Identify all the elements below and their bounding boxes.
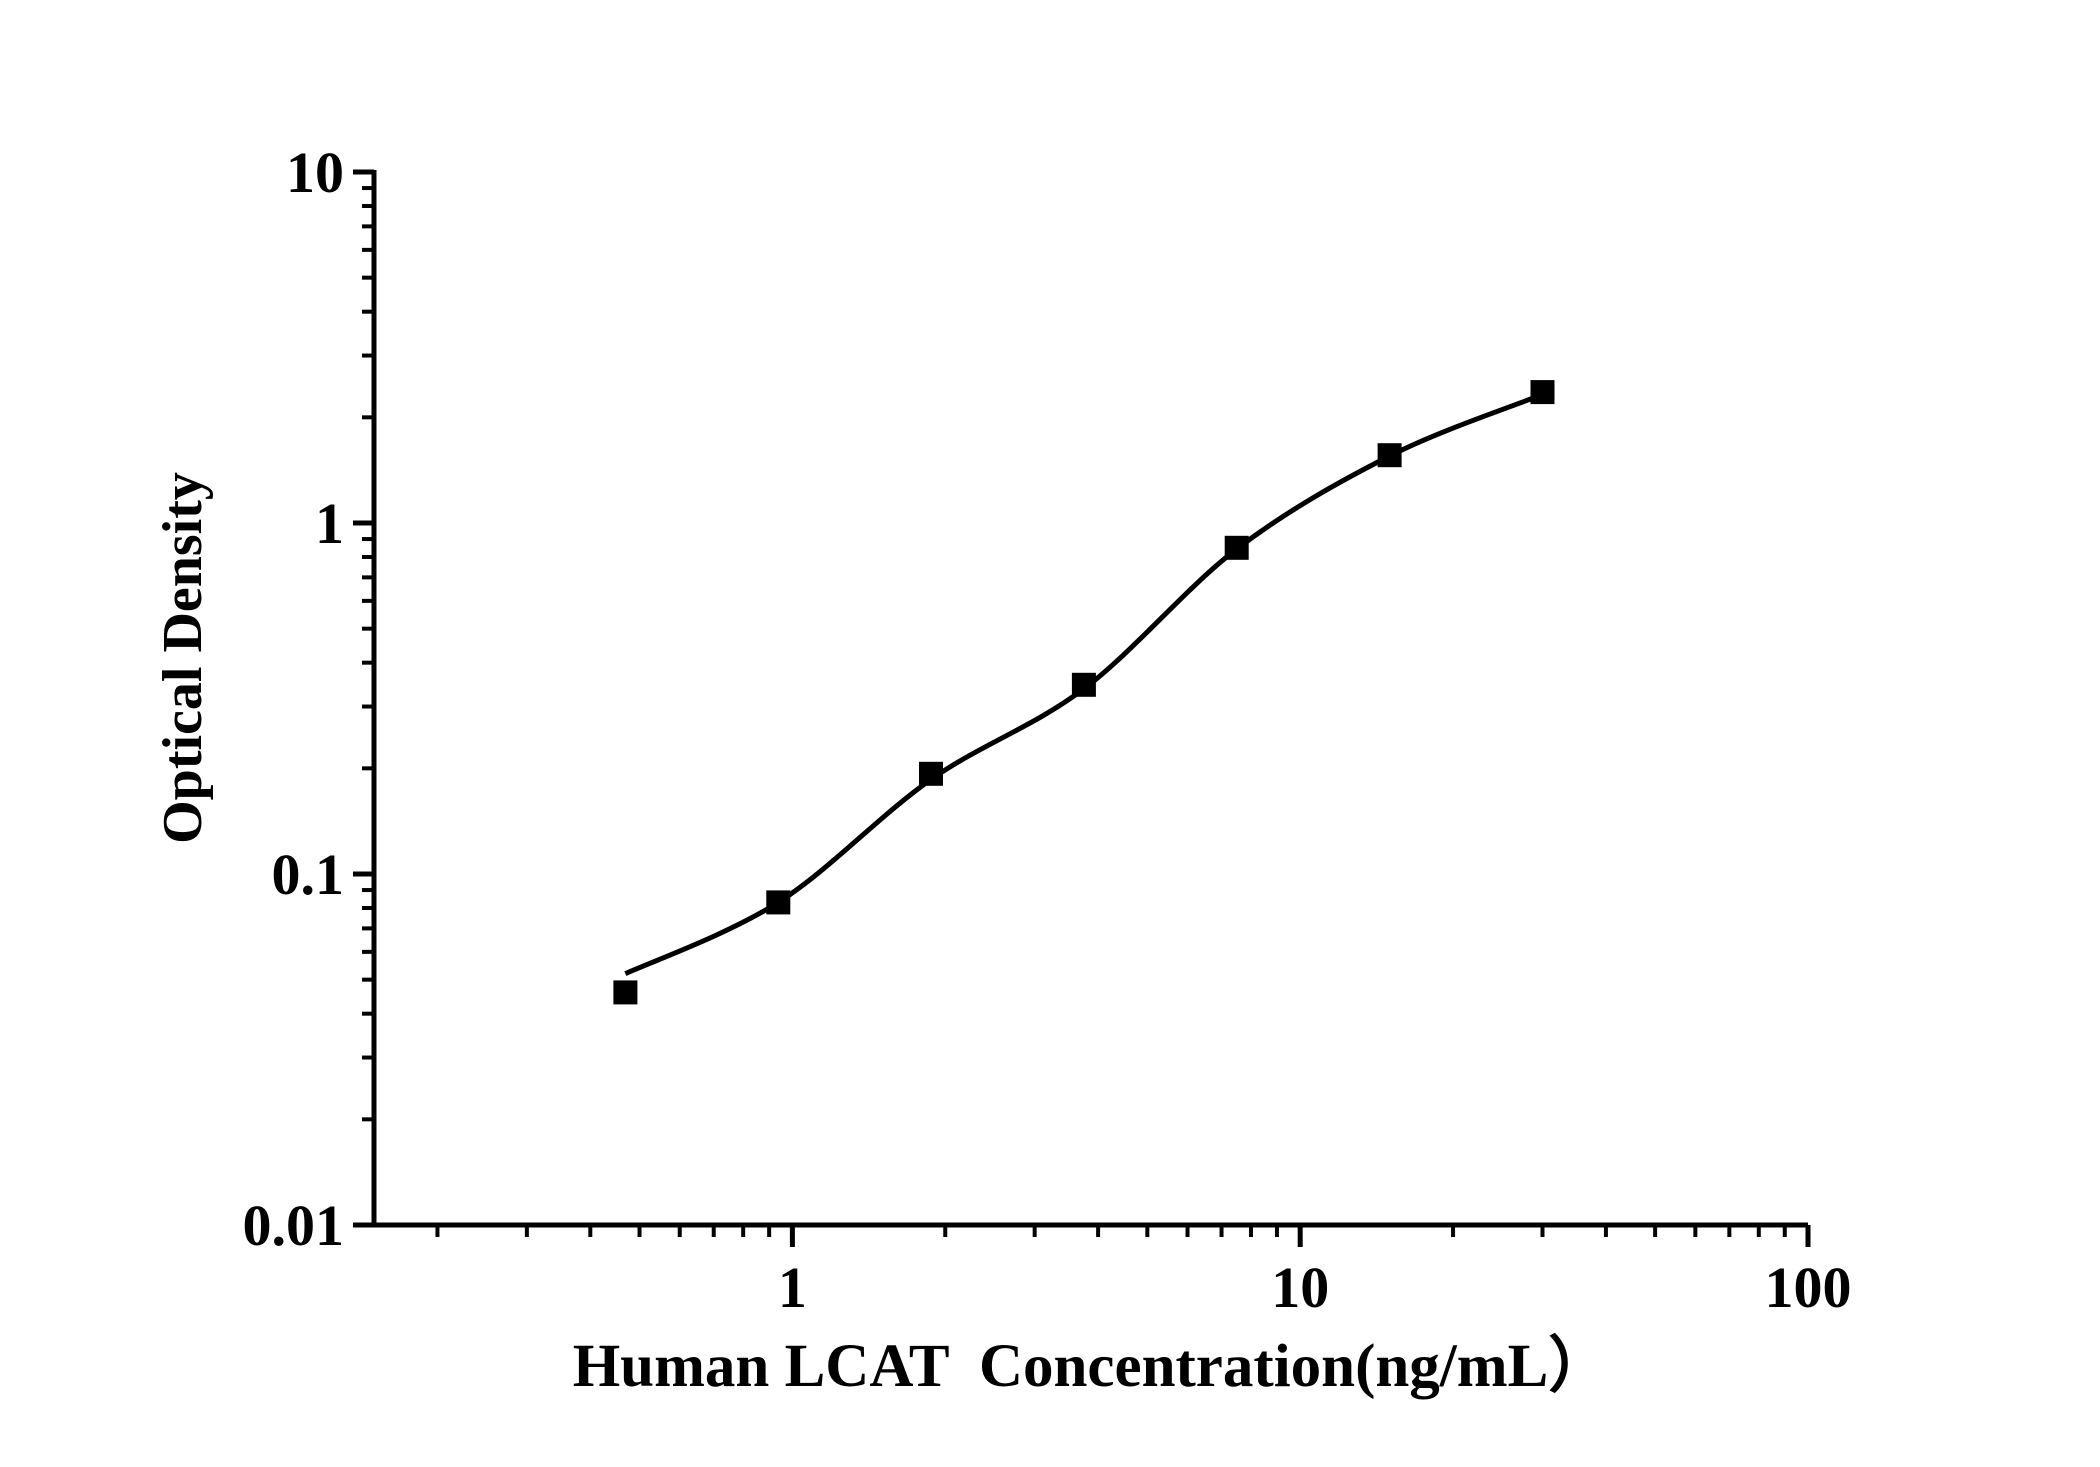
data-point-marker <box>613 980 638 1005</box>
x-tick-label: 10 <box>1271 1255 1329 1320</box>
x-axis-title: Human LCAT Concentration(ng/mL） <box>572 1333 1610 1400</box>
data-point-marker <box>1224 535 1249 560</box>
x-tick-label: 1 <box>778 1255 807 1320</box>
y-tick-label: 0.1 <box>272 842 345 907</box>
data-point-marker <box>1377 443 1402 468</box>
y-tick-label: 10 <box>286 140 344 205</box>
y-tick-label: 1 <box>315 491 344 556</box>
y-tick-label: 0.01 <box>243 1193 345 1258</box>
data-point-marker <box>766 890 791 915</box>
axis-spines <box>371 170 1808 1228</box>
data-point-marker <box>919 761 943 786</box>
x-tick-label: 100 <box>1765 1255 1852 1320</box>
data-point-marker <box>1071 672 1096 697</box>
y-axis-title: Optical Density <box>152 472 214 844</box>
data-point-marker <box>1530 380 1555 405</box>
